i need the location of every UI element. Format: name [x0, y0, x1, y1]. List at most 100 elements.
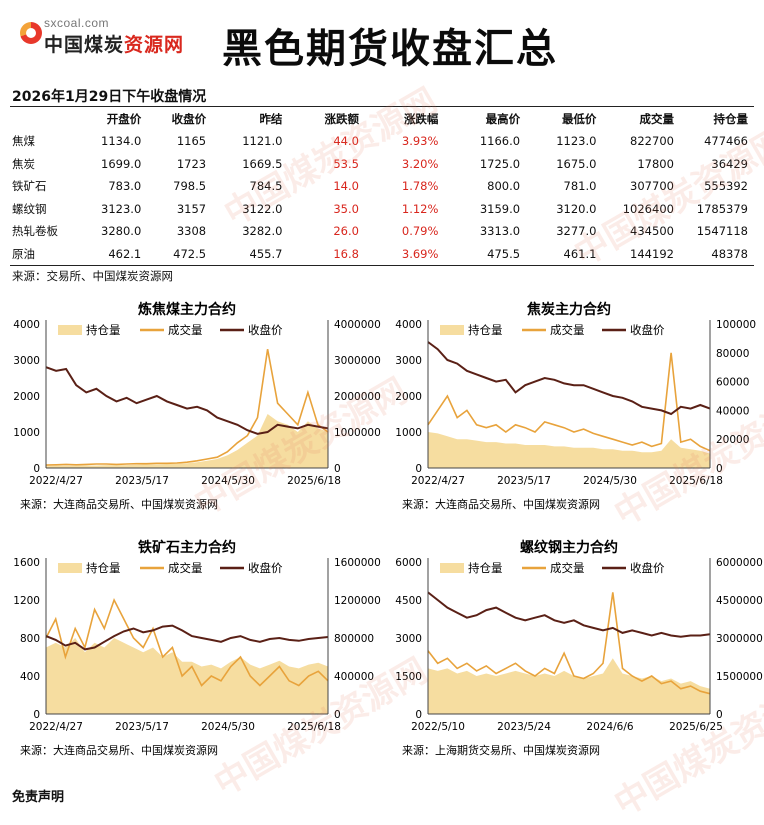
- table-cell: 472.5: [173, 246, 207, 261]
- table-cell: 36429: [711, 156, 748, 171]
- right-tick-label: 40000: [716, 405, 749, 417]
- left-tick-label: 3000: [395, 355, 422, 367]
- quotes-table: 开盘价 收盘价 昨结 涨跌额 涨跌幅 最高价 最低价 成交量 持仓量 焦煤 113…: [10, 108, 754, 265]
- chart-source: 来源：大连商品交易所、中国煤炭资源网: [402, 497, 600, 511]
- right-tick-label: 800000: [334, 633, 374, 645]
- open-interest-area: [428, 432, 710, 468]
- chart-rebar: 螺纹钢主力合约 持仓量 成交量 收盘价 0 1500 3000 4500 6000 0 150000…: [382, 534, 764, 766]
- volume-line: [427, 592, 711, 695]
- legend-label: 收盘价: [248, 323, 283, 337]
- report-subtitle: 2026年1月29日下午收盘情况: [12, 89, 207, 105]
- legend-label: 持仓量: [468, 561, 503, 575]
- commodity-name: 螺纹钢: [12, 201, 47, 216]
- chart-title: 焦炭主力合约: [526, 301, 611, 318]
- logo-mark-icon: [20, 22, 42, 44]
- right-tick-label: 3000000: [716, 633, 763, 645]
- table-source: 来源：交易所、中国煤炭资源网: [12, 269, 173, 283]
- x-tick-label: 2024/5/30: [583, 475, 637, 487]
- table-cell: 461.1: [563, 246, 597, 261]
- legend-label: 收盘价: [248, 561, 283, 575]
- x-tick-label: 2025/6/18: [287, 721, 341, 733]
- left-tick-label: 3000: [395, 633, 422, 645]
- table-row: 热轧卷板 3280.0 3308 3282.0 26.0 0.79% 3313.0 3277.…: [10, 220, 754, 243]
- table-cell: 3157: [176, 201, 207, 216]
- table-cell: 3159.0: [479, 201, 521, 216]
- table-cell: 1.12%: [401, 201, 439, 216]
- logo-text-part1: 中国煤炭: [44, 34, 125, 56]
- right-tick-label: 4500000: [716, 595, 763, 607]
- table-cell: 800.0: [487, 179, 521, 194]
- x-tick-label: 2023/5/17: [115, 721, 169, 733]
- table-cell: 1699.0: [101, 156, 142, 171]
- table-cell: 455.7: [249, 246, 283, 261]
- right-tick-label: 6000000: [716, 557, 763, 569]
- table-header-cell: 成交量: [639, 112, 674, 126]
- legend-swatch: [440, 325, 464, 335]
- close-price-line: [427, 591, 711, 638]
- legend-label: 成交量: [168, 561, 203, 575]
- table-row: 铁矿石 783.0 798.5 784.5 14.0 1.78% 800.0 781.0 307…: [10, 175, 754, 198]
- x-tick-label: 2022/4/27: [411, 475, 465, 487]
- close-price-line: [427, 341, 711, 416]
- table-header-cell: 涨跌幅: [403, 112, 439, 126]
- chart-title: 炼焦煤主力合约: [138, 301, 236, 318]
- table-header-cell: 最低价: [561, 112, 597, 126]
- x-tick-label: 2022/5/10: [411, 721, 465, 733]
- right-tick-label: 4000000: [334, 319, 381, 331]
- logo-text: 中国煤炭资源网: [44, 30, 184, 57]
- left-tick-label: 4500: [395, 595, 422, 607]
- right-tick-label: 400000: [334, 671, 374, 683]
- left-tick-label: 4000: [13, 319, 40, 331]
- table-header-cell: 收盘价: [171, 112, 207, 126]
- x-tick-label: 2024/5/30: [201, 475, 255, 487]
- table-cell: 0.79%: [401, 224, 439, 239]
- left-tick-label: 2000: [13, 391, 40, 403]
- logo-domain: sxcoal.com: [44, 16, 110, 30]
- table-row: 焦煤 1134.0 1165 1121.0 44.0 3.93% 1166.0 1123.0 8…: [10, 130, 754, 153]
- left-tick-label: 1500: [395, 671, 422, 683]
- table-cell: 3123.0: [101, 201, 142, 216]
- chart-iron-ore: 铁矿石主力合约 持仓量 成交量 收盘价 0 400 800 1200 1600 0 400000 80…: [0, 534, 382, 766]
- right-tick-label: 1200000: [334, 595, 381, 607]
- chart-coking-coal: 炼焦煤主力合约 持仓量 成交量 收盘价 0 1000 2000 3000 4000 0 100000…: [0, 296, 382, 520]
- chart-source: 来源：大连商品交易所、中国煤炭资源网: [20, 743, 218, 757]
- table-top-rule: [10, 106, 754, 107]
- table-cell: 48378: [711, 246, 748, 261]
- table-cell: 477466: [704, 134, 748, 149]
- table-cell: 1725.0: [479, 156, 521, 171]
- table-cell: 1165: [176, 134, 207, 149]
- chart-source: 来源：上海期货交易所、中国煤炭资源网: [402, 743, 600, 757]
- right-tick-label: 0: [716, 709, 723, 721]
- table-cell: 3308: [176, 224, 207, 239]
- commodity-name: 热轧卷板: [12, 224, 58, 239]
- table-cell: 3120.0: [556, 201, 597, 216]
- left-tick-label: 6000: [395, 557, 422, 569]
- open-interest-area: [46, 414, 328, 468]
- table-cell: 1.78%: [401, 179, 439, 194]
- table-cell: 16.8: [333, 246, 359, 261]
- table-header-cell: 最高价: [485, 112, 521, 126]
- table-cell: 3.93%: [401, 134, 439, 149]
- table-cell: 3.20%: [401, 156, 439, 171]
- table-cell: 44.0: [333, 134, 359, 149]
- legend-label: 成交量: [168, 323, 203, 337]
- logo-text-part2: 资源网: [124, 34, 185, 56]
- right-tick-label: 100000: [716, 319, 756, 331]
- x-tick-label: 2025/6/25: [669, 721, 723, 733]
- legend-swatch: [440, 563, 464, 573]
- table-header-cell: 开盘价: [106, 112, 142, 126]
- x-tick-label: 2022/4/27: [29, 475, 83, 487]
- left-tick-label: 1200: [13, 595, 40, 607]
- table-cell: 1723: [176, 156, 207, 171]
- table-cell: 462.1: [108, 246, 142, 261]
- left-tick-label: 1600: [13, 557, 40, 569]
- legend-label: 持仓量: [86, 561, 121, 575]
- table-cell: 784.5: [249, 179, 283, 194]
- legend-label: 持仓量: [468, 323, 503, 337]
- legend-label: 持仓量: [86, 323, 121, 337]
- table-header-cell: 持仓量: [713, 112, 749, 126]
- right-tick-label: 80000: [716, 348, 749, 360]
- right-tick-label: 20000: [716, 434, 749, 446]
- table-cell: 555392: [704, 179, 748, 194]
- x-tick-label: 2023/5/17: [497, 475, 551, 487]
